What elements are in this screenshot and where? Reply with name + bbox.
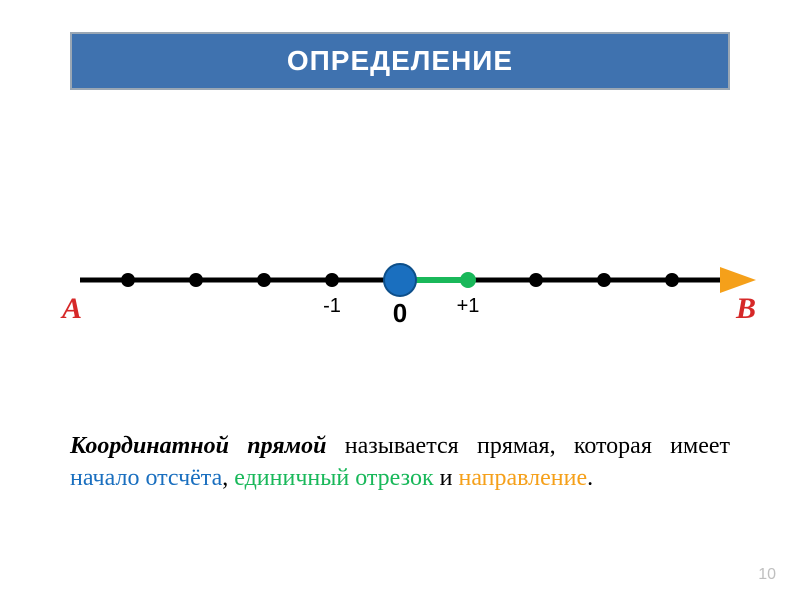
tick-dot — [189, 273, 203, 287]
label-minus-one: -1 — [323, 295, 341, 317]
definition-direction-phrase: направление — [458, 465, 587, 491]
tick-dot — [529, 273, 543, 287]
endpoint-a-label: A — [60, 292, 82, 325]
axis-arrowhead — [720, 267, 756, 293]
tick-dot — [597, 273, 611, 287]
tick-dot — [121, 273, 135, 287]
tick-dot — [257, 273, 271, 287]
definition-unit-phrase: единичный отрезок — [234, 465, 433, 491]
definition-lead: Координатной прямой — [70, 433, 326, 459]
label-plus-one: +1 — [457, 295, 480, 317]
definition-tail: . — [587, 465, 593, 491]
tick-dot — [325, 273, 339, 287]
label-origin: 0 — [393, 298, 407, 328]
definition-sep1: , — [222, 465, 234, 491]
page-number: 10 — [758, 566, 776, 584]
origin-point — [384, 264, 416, 296]
tick-dot — [665, 273, 679, 287]
definition-sep2: и — [434, 465, 459, 491]
unit-point — [460, 272, 476, 288]
endpoint-b-label: B — [735, 292, 756, 325]
definition-mid1: называется прямая, которая имеет — [326, 433, 730, 459]
definition-origin-phrase: начало отсчёта — [70, 465, 222, 491]
definition-text: Координатной прямой называется прямая, к… — [70, 430, 730, 495]
number-line-diagram: -1 0 +1 A B — [0, 0, 800, 600]
